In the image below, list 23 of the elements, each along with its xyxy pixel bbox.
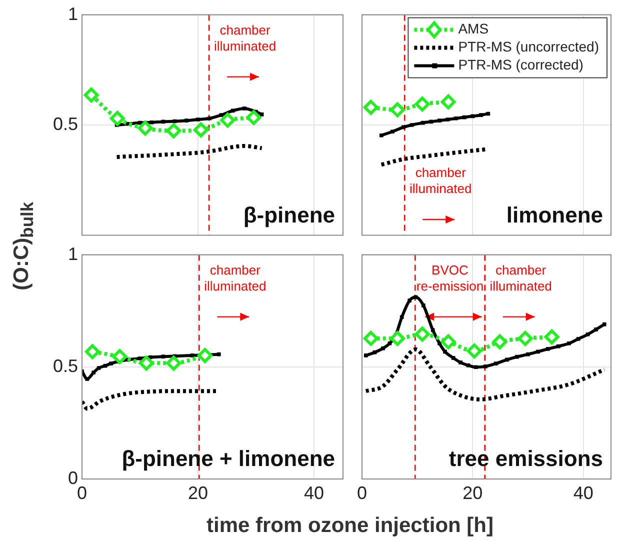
legend-label: AMS bbox=[458, 20, 489, 37]
ref-line-label: chamber illuminated bbox=[490, 262, 552, 294]
text: tree emissions bbox=[448, 446, 603, 472]
x-tick-label: 40 bbox=[573, 482, 594, 503]
text: β-pinene + limonene bbox=[122, 446, 335, 472]
annotation: BVOC re-emission bbox=[416, 262, 484, 294]
text: limonene bbox=[506, 202, 603, 228]
ref-line-label: chamber illuminated bbox=[214, 22, 276, 54]
y-tick-label: 0.5 bbox=[52, 114, 78, 134]
y-tick-label: 0.5 bbox=[52, 356, 78, 376]
ref-line-label: chamber illuminated bbox=[204, 262, 266, 294]
x-tick-label: 0 bbox=[357, 482, 368, 503]
x-tick-label: 20 bbox=[462, 482, 483, 503]
ref-line-label: chamber illuminated bbox=[410, 165, 472, 196]
legend-label: PTR-MS (uncorrected) bbox=[458, 38, 600, 55]
y-tick-label: 1 bbox=[68, 4, 78, 24]
y-tick-label: 0 bbox=[68, 468, 78, 488]
x-tick-label: 40 bbox=[304, 482, 324, 503]
y-tick-label: 1 bbox=[68, 244, 78, 264]
text: β-pinene bbox=[243, 202, 335, 228]
x-axis-title: time from ozone injection [h] bbox=[206, 514, 494, 538]
legend-label: PTR-MS (corrected) bbox=[458, 56, 584, 73]
x-tick-label: 20 bbox=[188, 482, 208, 503]
